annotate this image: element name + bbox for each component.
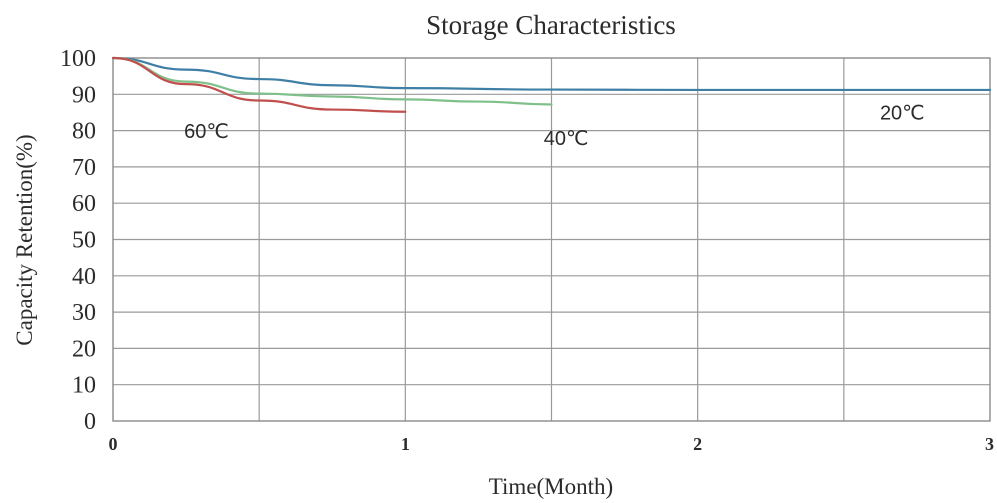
x-tick-label: 1 (401, 434, 410, 454)
x-axis-label: Time(Month) (489, 474, 613, 499)
y-axis: 0 10 20 30 40 50 60 70 80 90 100 (60, 46, 96, 435)
series-annotation: 40℃ (544, 128, 589, 150)
series-line-2 (111, 56, 407, 113)
y-tick-label: 20 (72, 336, 96, 362)
series-layer (111, 56, 992, 113)
y-axis-label: Capacity Retention(%) (12, 134, 37, 345)
y-tick-label: 70 (72, 155, 96, 181)
grid (113, 58, 990, 421)
x-tick-label: 3 (985, 434, 994, 454)
y-tick-label: 90 (72, 82, 96, 108)
series-line-0 (111, 56, 992, 92)
y-tick-label: 50 (72, 228, 96, 254)
y-tick-label: 100 (60, 46, 96, 72)
y-tick-label: 80 (72, 119, 96, 145)
x-axis: 0 1 2 3 (109, 434, 995, 454)
series-annotation: 60℃ (184, 121, 229, 143)
plot-frame (112, 57, 991, 422)
y-tick-label: 10 (72, 373, 96, 399)
y-tick-label: 40 (72, 264, 96, 290)
chart-title: Storage Characteristics (426, 10, 676, 40)
y-tick-label: 30 (72, 300, 96, 326)
annotations: 60℃ 40℃ 20℃ (184, 103, 924, 150)
y-tick-label: 60 (72, 191, 96, 217)
x-tick-label: 0 (109, 434, 118, 454)
y-tick-label: 0 (84, 409, 96, 435)
x-tick-label: 2 (693, 434, 702, 454)
series-annotation: 20℃ (880, 103, 925, 125)
series-line-1 (111, 56, 553, 106)
